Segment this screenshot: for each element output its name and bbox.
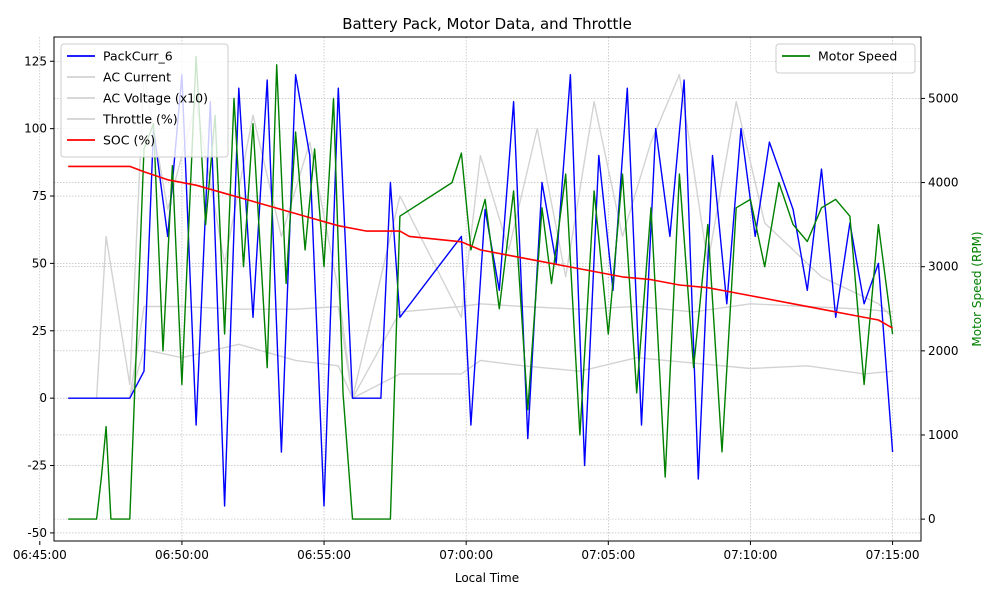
y-tick-label: 25	[32, 324, 47, 338]
y2-tick-label: 2000	[928, 344, 959, 358]
series-line-motor-speed	[68, 55, 894, 520]
x-axis-title: Local Time	[455, 571, 519, 585]
series-line-packcurr-6	[68, 73, 894, 507]
legend-label-throttle: Throttle (%)	[102, 112, 178, 127]
legend-label-ac-current: AC Current	[103, 70, 171, 85]
legend-label-packcurr-6: PackCurr_6	[103, 49, 173, 64]
x-tick-label: 07:10:00	[723, 548, 777, 562]
legend-left: PackCurr_6 AC Current AC Voltage (x10) Thro…	[60, 43, 229, 158]
axis-layer: 06:45:00 06:50:00 06:55:00 07:00:00 07:05:00…	[13, 54, 959, 562]
y2-tick-label: 4000	[928, 176, 959, 190]
series-line-throttle	[68, 343, 893, 399]
x-tick-label: 06:45:00	[13, 548, 67, 562]
legend-right: Motor Speed	[775, 43, 916, 74]
plot-frame	[53, 36, 922, 542]
y-tick-label: 0	[39, 391, 47, 405]
y2-tick-label: 5000	[928, 91, 959, 105]
y2-tick-label: 1000	[928, 428, 959, 442]
legend-right-frame	[775, 43, 916, 74]
y-tick-label: 75	[32, 189, 47, 203]
x-tick-label: 07:00:00	[439, 548, 493, 562]
y-tick-label: 50	[32, 256, 47, 270]
x-tick-label: 06:55:00	[297, 548, 351, 562]
series-line-ac-current	[68, 73, 894, 399]
legend-label-soc: SOC (%)	[103, 133, 155, 148]
chart-title: Battery Pack, Motor Data, and Throttle	[342, 15, 632, 33]
series-layer	[68, 55, 894, 520]
y-tick-label: 100	[24, 122, 47, 136]
legend-left-frame	[60, 43, 229, 158]
x-tick-label: 06:50:00	[155, 548, 209, 562]
series-line-ac-voltage-x10	[68, 303, 893, 399]
x-tick-label: 07:15:00	[866, 548, 920, 562]
y2-tick-label: 3000	[928, 260, 959, 274]
y-tick-label: -25	[27, 459, 47, 473]
series-line-soc	[68, 165, 893, 329]
y-tick-label: -50	[27, 526, 47, 540]
y2-tick-label: 0	[928, 512, 936, 526]
legend-label-ac-voltage-x10: AC Voltage (x10)	[103, 91, 208, 106]
y2-axis-title: Motor Speed (RPM)	[970, 231, 984, 346]
y-tick-label: 125	[24, 54, 47, 68]
legend-label-motor-speed: Motor Speed	[818, 49, 897, 64]
x-tick-label: 07:05:00	[581, 548, 635, 562]
